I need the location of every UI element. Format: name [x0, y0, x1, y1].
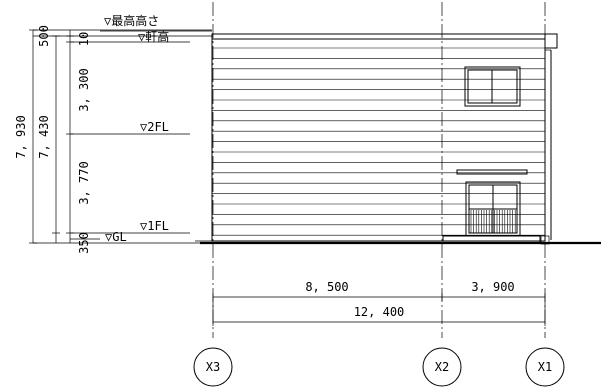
svg-text:X3: X3 [206, 360, 220, 374]
siding-lines [212, 47, 545, 236]
axis-bubble-x1: X1 [525, 347, 565, 387]
level-2fl: ▽2FL [140, 120, 169, 134]
entrance-canopy [456, 169, 528, 175]
svg-text:X2: X2 [435, 360, 449, 374]
dim-segment-3770: 3, 770 [77, 161, 91, 204]
dim-total-width: 12, 400 [354, 305, 405, 319]
level-eaves: ▽軒高 [138, 29, 169, 44]
svg-text:X1: X1 [538, 360, 552, 374]
eaves-cap [544, 33, 558, 49]
level-lines [33, 29, 212, 244]
vertical-dimension-lines [29, 29, 74, 244]
axis-bubble-x2: X2 [422, 347, 462, 387]
dim-overall-height: 7, 930 [14, 115, 28, 158]
dim-segment-10: 10 [77, 32, 91, 46]
building-facade [211, 33, 558, 245]
level-max-height: ▽最高高さ [104, 13, 159, 28]
door-stripes [470, 210, 516, 233]
entrance-door [465, 181, 521, 237]
dim-span-x3-x2: 8, 500 [305, 280, 348, 294]
axis-bubble-x3: X3 [193, 347, 233, 387]
dim-segment-3300: 3, 300 [77, 68, 91, 111]
window-2f [464, 66, 521, 107]
horizontal-dimension-lines [212, 293, 546, 326]
dim-segment-500: 500 [37, 25, 51, 47]
dim-span-x2-x1: 3, 900 [471, 280, 514, 294]
level-gl: ▽GL [105, 230, 127, 244]
dim-eaves-height: 7, 430 [37, 115, 51, 158]
dim-segment-350: 350 [77, 232, 91, 254]
level-1fl: ▽1FL [140, 219, 169, 233]
